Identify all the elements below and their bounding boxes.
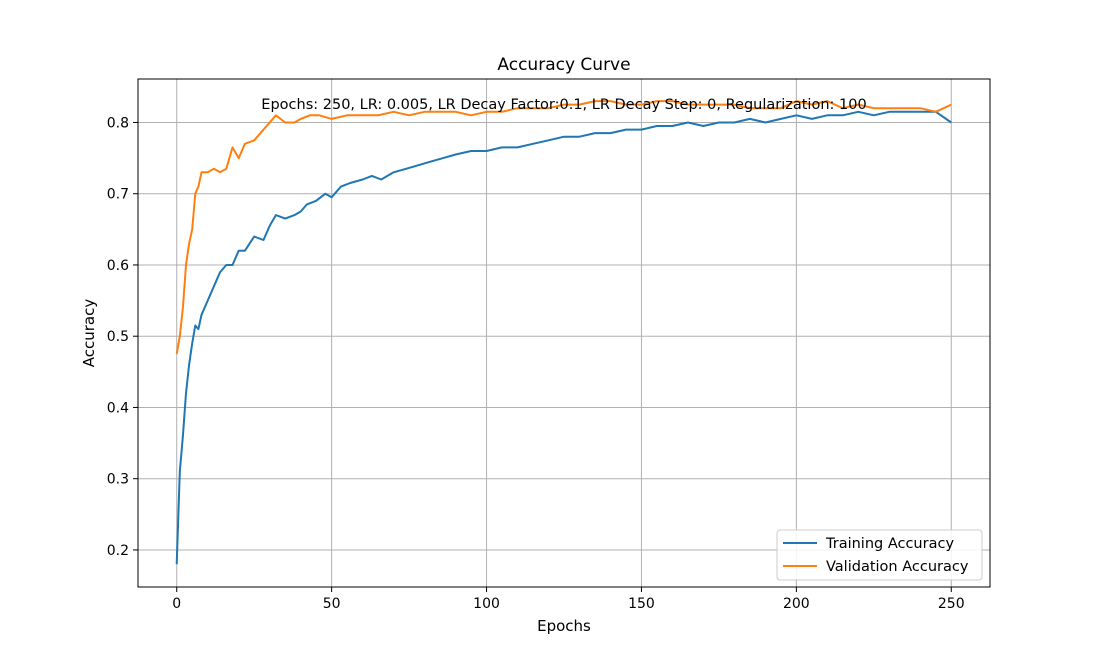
grid-layer: [138, 79, 990, 587]
y-tick-label: 0.7: [107, 187, 129, 203]
y-tick-label: 0.8: [107, 115, 129, 131]
legend-box: [776, 529, 983, 581]
y-tick-label: 0.4: [107, 400, 129, 416]
x-tick-label: 100: [473, 596, 500, 612]
x-tick-label: 250: [938, 596, 965, 612]
training-accuracy-line: [175, 110, 952, 565]
validation-accuracy-line: [175, 100, 952, 355]
series-layer: [175, 100, 952, 565]
chart-title: Accuracy Curve: [497, 55, 630, 75]
y-tick-label: 0.2: [107, 543, 129, 559]
chart-annotation: Epochs: 250, LR: 0.005, LR Decay Factor:…: [261, 97, 866, 113]
x-tick-label: 200: [783, 596, 810, 612]
x-tick-label: 50: [323, 596, 341, 612]
x-tick-label: 150: [628, 596, 655, 612]
y-tick-label: 0.3: [107, 472, 129, 488]
plot-frame: [137, 78, 991, 588]
y-axis-label: Accuracy: [80, 299, 98, 368]
tick-layer: 0 50 100 150 200 250 0.2 0.3 0.4 0.5 0.6 0.7 0.8: [107, 115, 965, 612]
y-tick-label: 0.6: [107, 258, 129, 274]
legend-label-validation: Validation Accuracy: [826, 559, 969, 575]
legend: Training Accuracy Validation Accuracy: [776, 529, 983, 581]
legend-label-training: Training Accuracy: [825, 536, 954, 552]
x-axis-label: Epochs: [537, 617, 591, 635]
x-tick-label: 0: [172, 596, 181, 612]
y-tick-label: 0.5: [107, 329, 129, 345]
